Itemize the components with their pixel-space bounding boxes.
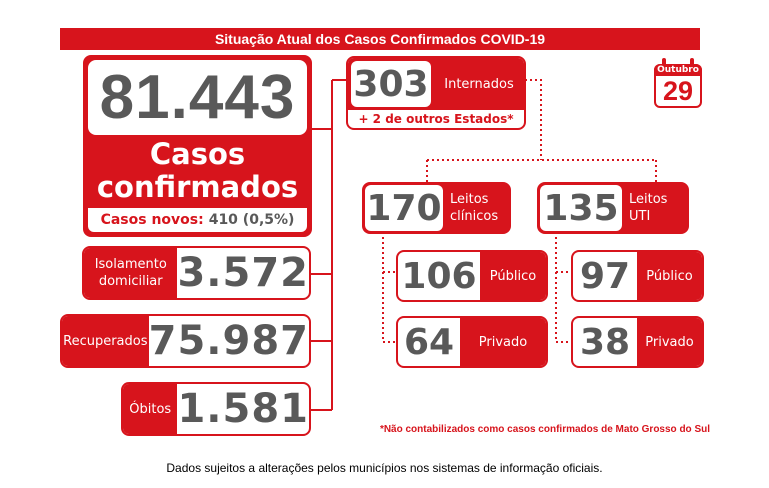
isolation-value: 3.572 [177, 250, 309, 296]
icu-public-box: 97 Público [571, 250, 704, 302]
icu-beds-label-line1: Leitos [629, 192, 668, 207]
isolation-label-line1: Isolamento [94, 257, 167, 272]
disclaimer-text: Dados sujeitos a alterações pelos municí… [166, 461, 603, 475]
home-isolation-box: Isolamento domiciliar 3.572 [82, 246, 311, 300]
deaths-value: 1.581 [177, 386, 309, 432]
confirmed-total: 81.443 [99, 62, 296, 132]
clinical-beds-box: 170 Leitos clínicos [362, 182, 511, 234]
recovered-label: Recuperados [63, 333, 148, 349]
icu-public-value: 97 [579, 255, 631, 297]
icu-beds-box: 135 Leitos UTI [537, 182, 689, 234]
footnote-text: *Não contabilizados como casos confirmad… [379, 424, 710, 435]
calendar-day: 29 [662, 76, 694, 106]
new-cases-label: Casos novos: [100, 212, 204, 228]
recovered-value: 75.987 [148, 318, 309, 364]
footnote: *Não contabilizados como casos confirmad… [340, 417, 710, 436]
hospitalized-box: 303 Internados + 2 de outros Estados* [346, 56, 526, 130]
icu-beds-value: 135 [543, 187, 619, 229]
clinical-beds-label-line2: clínicos [450, 209, 499, 224]
clinical-private-label: Privado [478, 334, 528, 350]
isolation-label-line2: domiciliar [98, 274, 163, 289]
clinical-private-value: 64 [403, 321, 455, 363]
clinical-public-label: Público [489, 268, 537, 284]
icu-private-box: 38 Privado [571, 316, 704, 368]
hospitalized-value: 303 [353, 63, 429, 105]
calendar-month: Outubro [657, 65, 699, 75]
clinical-beds-label-line1: Leitos [450, 192, 489, 207]
clinical-public-value: 106 [401, 255, 477, 297]
icu-private-label: Privado [645, 334, 694, 350]
hospitalized-label: Internados [444, 76, 514, 92]
header-title: Situação Atual dos Casos Confirmados COV… [214, 31, 546, 47]
calendar-icon: Outubro 29 [652, 58, 704, 108]
icu-beds-label-line2: UTI [629, 209, 651, 224]
other-states-note: + 2 de outros Estados* [358, 112, 514, 126]
deaths-label: Óbitos [129, 401, 172, 417]
recovered-box: Recuperados 75.987 [60, 314, 311, 368]
header-bar: Situação Atual dos Casos Confirmados COV… [60, 28, 700, 50]
icu-private-value: 38 [579, 321, 631, 363]
new-cases-value: 410 (0,5%) [208, 212, 295, 228]
clinical-beds-value: 170 [366, 187, 442, 229]
confirmed-cases-panel: 81.443 Casos confirmados Casos novos: 41… [83, 55, 312, 237]
confirmed-label-line1: Casos [149, 137, 246, 171]
icu-public-label: Público [646, 268, 693, 284]
disclaimer: Dados sujeitos a alterações pelos municí… [0, 457, 769, 476]
deaths-box: Óbitos 1.581 [121, 382, 311, 436]
clinical-public-box: 106 Público [396, 250, 548, 302]
clinical-private-box: 64 Privado [396, 316, 548, 368]
confirmed-label-line2: confirmados [96, 170, 299, 204]
